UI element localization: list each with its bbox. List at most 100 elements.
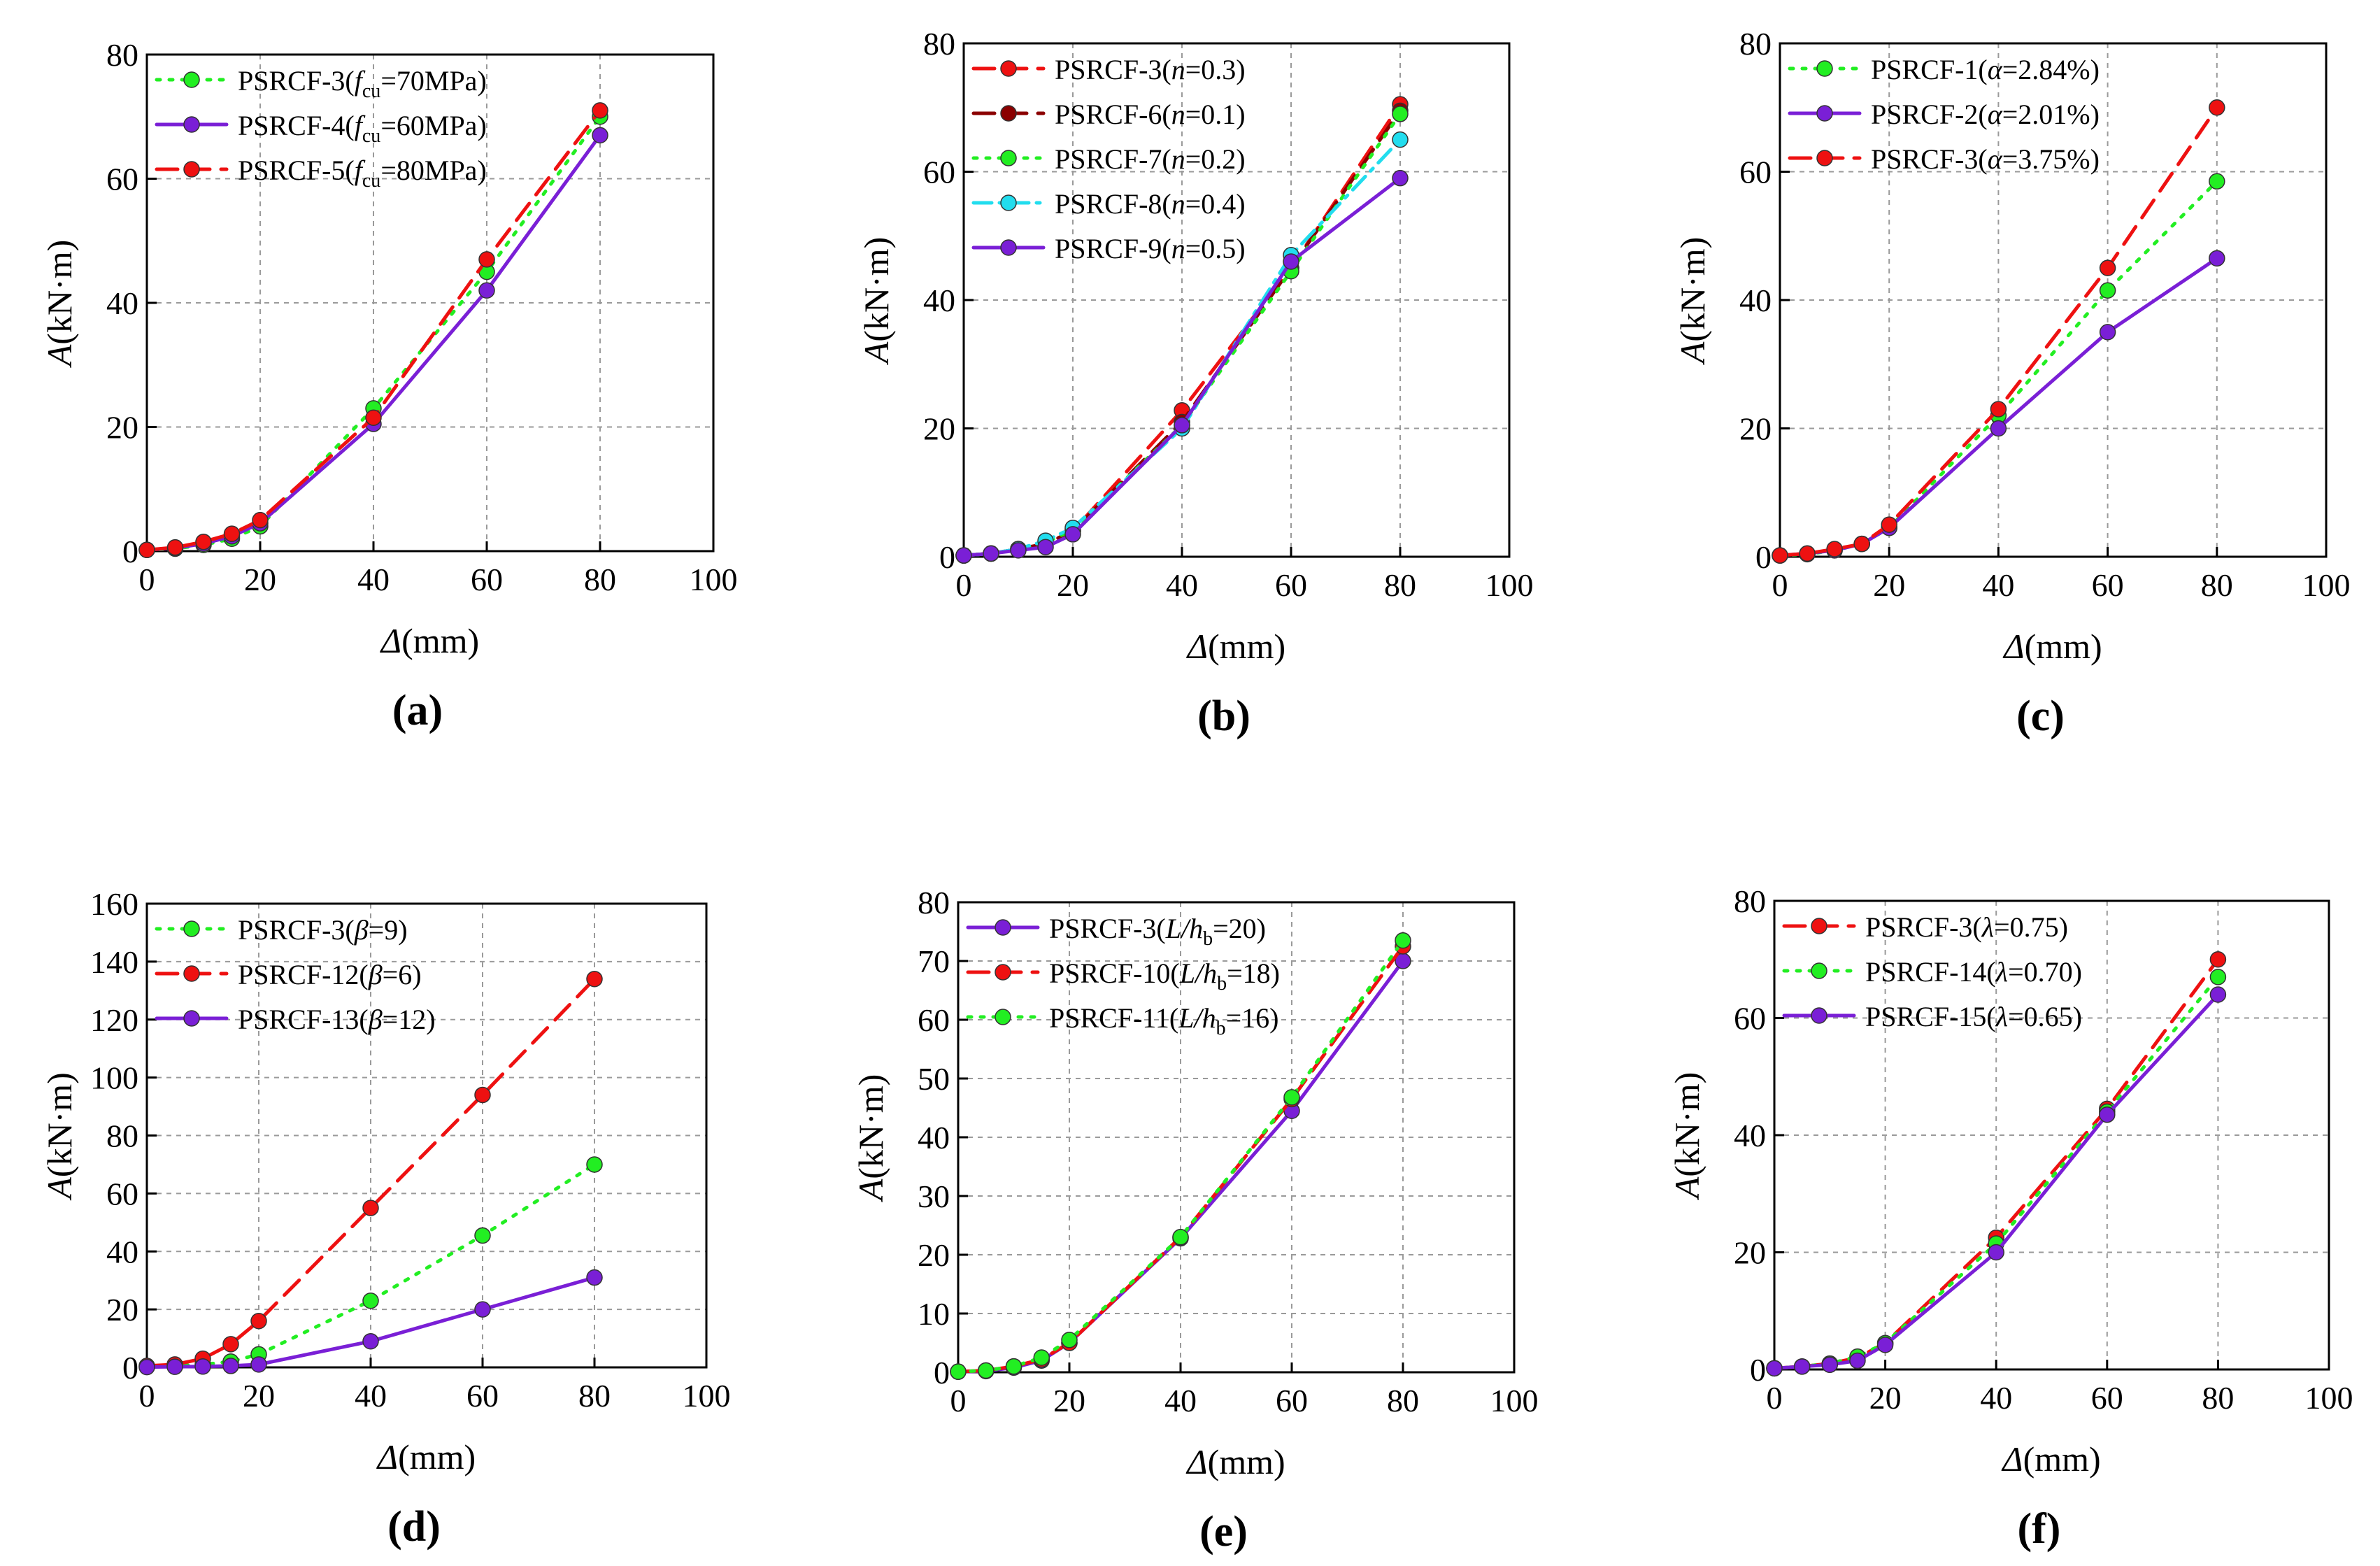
data-point [1988, 1244, 2004, 1261]
legend-marker-3 [183, 161, 200, 178]
data-point [222, 1336, 239, 1353]
x-axis-label: Δ(mm) [380, 621, 479, 660]
data-point [983, 545, 999, 562]
y-tick-label: 60 [106, 162, 138, 197]
data-point [474, 1227, 491, 1244]
data-point [478, 282, 495, 299]
legend-marker-5 [1000, 239, 1017, 256]
x-axis-label: Δ(mm) [2001, 1439, 2100, 1479]
x-tick-label: 40 [1980, 1380, 2012, 1416]
legend-marker-3 [995, 1009, 1011, 1025]
x-tick-label: 100 [2305, 1380, 2353, 1416]
legend-marker-3 [183, 1010, 200, 1027]
y-tick-label: 40 [918, 1120, 950, 1155]
x-tick-label: 100 [1490, 1383, 1539, 1418]
data-point [955, 547, 972, 564]
y-tick-label: 30 [918, 1179, 950, 1214]
legend-marker-1 [1000, 60, 1017, 77]
data-point [2209, 986, 2227, 1003]
data-point [362, 1200, 379, 1216]
legend-marker-2 [995, 964, 1011, 981]
series-line-1 [145, 1162, 597, 1369]
data-point [950, 1363, 967, 1380]
data-point [1990, 401, 2007, 418]
legend-marker-2 [183, 965, 200, 982]
y-tick-label: 40 [106, 285, 138, 321]
y-tick-label: 40 [1734, 1118, 1766, 1153]
x-tick-label: 60 [1275, 567, 1307, 603]
y-axis-label: A(kN·m) [1673, 237, 1712, 366]
x-tick-label: 0 [950, 1383, 967, 1418]
plot-frame [145, 902, 708, 1369]
x-tick-label: 40 [1164, 1383, 1197, 1418]
data-point [250, 1312, 267, 1330]
data-point [978, 1362, 995, 1379]
y-tick-label: 60 [1734, 1001, 1766, 1037]
y-tick-label: 0 [122, 534, 138, 569]
data-point [474, 1301, 491, 1318]
series-line-1 [145, 115, 602, 552]
data-point [1174, 417, 1190, 434]
data-point [2099, 282, 2116, 299]
y-axis-label: A(kN·m) [40, 1072, 79, 1201]
panel-caption: (c) [2016, 692, 2065, 740]
legend-label-3: PSRCF-15(λ=0.65) [1865, 1001, 2082, 1032]
panel-caption: (f) [2018, 1505, 2061, 1553]
y-tick-label: 140 [90, 944, 138, 980]
y-tick-label: 160 [90, 886, 138, 922]
series-line-4 [962, 138, 1402, 557]
y-tick-label: 20 [106, 410, 138, 446]
data-point [1990, 420, 2007, 437]
x-tick-label: 20 [243, 1378, 275, 1414]
data-point [1172, 1229, 1189, 1246]
x-tick-label: 80 [578, 1378, 611, 1414]
x-tick-label: 20 [1869, 1380, 1902, 1416]
y-tick-label: 40 [923, 283, 955, 318]
series-line-2 [1772, 975, 2220, 1370]
y-tick-label: 0 [934, 1355, 950, 1390]
chart-panel-3: 0 20 40 60 80 100 0 20 40 60 80 Δ(mm) A(kN·m) (c) PSRC… [1673, 26, 2351, 740]
y-tick-label: 60 [106, 1176, 138, 1211]
y-tick-label: 0 [939, 539, 955, 575]
y-axis-label: A(kN·m) [851, 1074, 890, 1203]
data-point [1799, 545, 1816, 562]
x-tick-label: 20 [1873, 567, 1905, 603]
legend-marker-1 [1816, 60, 1833, 77]
data-point [586, 1156, 603, 1173]
legend-label-1: PSRCF-1(α=2.84%) [1871, 54, 2100, 85]
data-point [1881, 516, 1897, 533]
data-point [2209, 173, 2225, 190]
legend-marker-3 [1811, 1007, 1827, 1024]
data-point [474, 1086, 491, 1104]
data-point [362, 1292, 379, 1309]
x-tick-label: 100 [1485, 567, 1534, 603]
data-point [1392, 169, 1409, 187]
legend-label-2: PSRCF-6(n=0.1) [1055, 99, 1246, 130]
data-point [1853, 535, 1870, 553]
x-tick-label: 20 [1057, 567, 1089, 603]
data-point [1826, 541, 1843, 557]
legend-marker-3 [1816, 150, 1833, 166]
y-tick-label: 10 [918, 1296, 950, 1332]
legend-label-1: PSRCF-3(n=0.3) [1055, 54, 1246, 85]
y-tick-label: 80 [106, 1118, 138, 1154]
legend-marker-1 [1811, 918, 1827, 934]
legend-label-2: PSRCF-14(λ=0.70) [1865, 956, 2082, 988]
y-tick-label: 0 [1750, 1352, 1766, 1388]
legend-label-2: PSRCF-2(α=2.01%) [1871, 99, 2100, 130]
panel-caption: (d) [387, 1503, 441, 1551]
y-tick-label: 80 [1734, 883, 1766, 919]
x-tick-label: 60 [2091, 1380, 2123, 1416]
legend-marker-2 [1816, 105, 1833, 122]
data-point [1395, 932, 1411, 949]
y-tick-label: 60 [923, 155, 955, 190]
x-tick-label: 20 [1053, 1383, 1085, 1418]
data-point [1283, 1089, 1300, 1106]
legend-marker-4 [1000, 194, 1017, 211]
x-axis-label: Δ(mm) [2002, 627, 2102, 666]
y-tick-label: 40 [106, 1234, 138, 1269]
x-tick-label: 40 [1982, 567, 2014, 603]
data-point [1392, 131, 1409, 148]
legend-marker-3 [1000, 150, 1017, 166]
